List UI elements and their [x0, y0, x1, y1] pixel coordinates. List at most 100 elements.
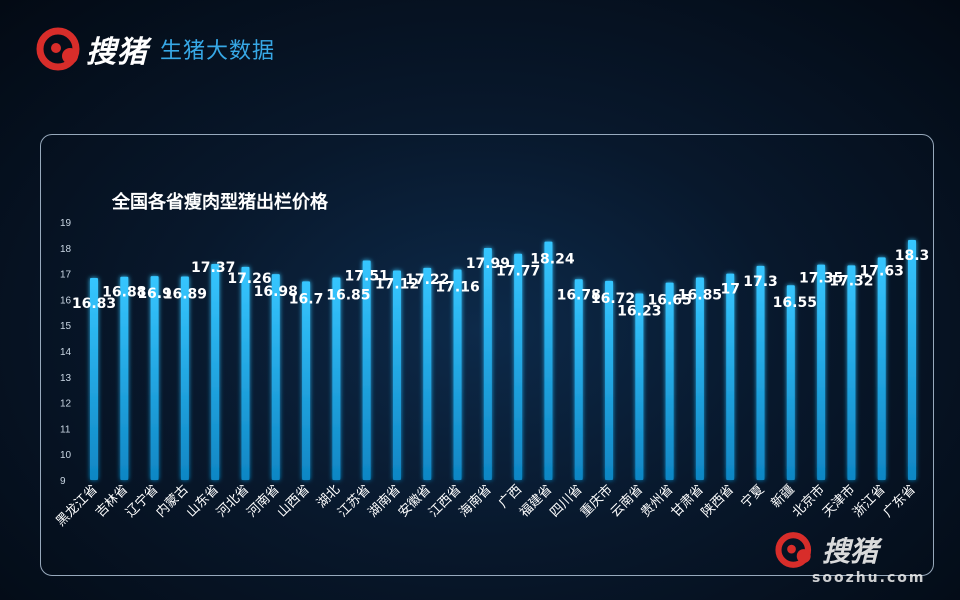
- data-label: 16.83: [72, 296, 116, 312]
- x-category-label: 福建省: [517, 482, 555, 520]
- data-label: 17.51: [345, 268, 389, 284]
- chart-panel: [40, 134, 934, 576]
- data-label: 16.55: [773, 295, 817, 311]
- chart-title: 全国各省瘦肉型猪出栏价格: [112, 192, 328, 213]
- x-category-label: 四川省: [547, 482, 585, 520]
- watermark-url: soozhu.com: [812, 570, 926, 586]
- bar: [90, 277, 98, 480]
- bar: [120, 276, 129, 480]
- data-label: 17.12: [375, 277, 419, 293]
- watermark: 搜猪 soozhu.com: [772, 530, 942, 590]
- y-tick-label: 14: [60, 347, 72, 358]
- x-category-label: 北京市: [789, 482, 828, 521]
- bar: [302, 281, 311, 480]
- data-label: 17.35: [799, 271, 843, 287]
- x-category-label: 辽宁省: [123, 482, 162, 521]
- brand-subtitle: 生猪大数据: [160, 39, 276, 64]
- x-category-label: 天津市: [819, 482, 858, 521]
- data-label: 16.88: [102, 285, 146, 301]
- watermark-logo-icon: [775, 532, 812, 568]
- data-label: 16.23: [617, 303, 661, 319]
- bar: [605, 280, 614, 480]
- data-label: 16.7: [289, 291, 324, 307]
- y-tick-label: 12: [60, 399, 72, 410]
- x-category-label: 河北省: [214, 482, 252, 520]
- brand-logo-text: 搜猪: [86, 35, 148, 70]
- data-label: 17.3: [743, 274, 778, 290]
- x-category-label: 陕西省: [699, 482, 737, 520]
- data-label: 17.37: [191, 260, 235, 276]
- x-category-label: 吉林省: [93, 482, 131, 520]
- bar: [908, 240, 916, 480]
- x-category-label: 山东省: [184, 482, 222, 520]
- bar: [544, 241, 553, 480]
- bar: [483, 248, 492, 480]
- data-label: 16.89: [163, 286, 207, 302]
- data-label: 16.78: [557, 287, 601, 303]
- bar: [756, 265, 765, 480]
- data-label: 17.63: [860, 263, 904, 279]
- y-tick-label: 9: [60, 476, 66, 487]
- y-tick-label: 15: [60, 321, 72, 332]
- watermark-logo-text: 搜猪: [822, 535, 879, 568]
- y-tick-label: 18: [60, 244, 72, 255]
- data-label: 16.9: [137, 286, 172, 302]
- bar: [695, 277, 704, 480]
- y-tick-label: 13: [60, 373, 72, 384]
- data-label: 16.72: [591, 291, 635, 307]
- bar: [453, 269, 462, 480]
- x-category-label: 湖南省: [365, 482, 404, 521]
- data-label: 18.3: [895, 248, 930, 264]
- y-tick-label: 16: [60, 295, 72, 306]
- y-tick-label: 10: [60, 450, 72, 461]
- bar: [241, 266, 250, 480]
- bar: [847, 265, 856, 480]
- y-tick-label: 17: [60, 270, 72, 281]
- bar: [150, 276, 159, 480]
- x-category-label: 海南省: [456, 482, 495, 521]
- bar: [786, 285, 795, 480]
- bar: [362, 260, 371, 480]
- bar: [392, 270, 401, 480]
- brand-header: 搜猪 生猪大数据: [36, 26, 275, 72]
- soozhu-logo-icon: [36, 27, 80, 71]
- x-category-label: 甘肃省: [669, 482, 707, 520]
- bar: [726, 273, 735, 480]
- bar: [180, 276, 189, 480]
- bar: [817, 264, 826, 480]
- bar: [574, 279, 583, 480]
- data-label: 17.22: [405, 272, 449, 288]
- x-category-label: 江西省: [426, 482, 464, 520]
- data-label: 18.24: [530, 252, 575, 268]
- data-label: 17: [720, 282, 739, 298]
- bar: [514, 253, 523, 480]
- x-category-label: 宁夏: [738, 482, 768, 512]
- data-label: 17.99: [466, 256, 510, 272]
- data-label: 16.85: [678, 287, 722, 303]
- bar: [665, 282, 674, 480]
- bar: [211, 264, 220, 480]
- x-category-label: 山西省: [275, 482, 313, 520]
- data-label: 17.32: [829, 273, 873, 289]
- data-label: 16.65: [647, 293, 691, 309]
- data-label: 17.26: [227, 271, 271, 287]
- x-category-label: 广东省: [881, 482, 919, 520]
- data-label: 17.77: [496, 264, 540, 280]
- bar: [635, 293, 644, 480]
- x-category-label: 重庆市: [577, 482, 616, 521]
- bar: [423, 267, 432, 480]
- x-category-label: 贵州省: [638, 482, 676, 520]
- x-category-label: 云南省: [607, 482, 646, 521]
- data-label: 16.98: [254, 284, 298, 300]
- data-label: 16.85: [326, 287, 370, 303]
- x-category-label: 浙江省: [850, 482, 888, 520]
- bar: [332, 277, 341, 480]
- y-tick-label: 11: [60, 424, 71, 435]
- x-category-label: 内蒙古: [153, 482, 192, 521]
- x-category-label: 江苏省: [335, 482, 374, 521]
- bar: [877, 257, 886, 480]
- data-label: 17.16: [435, 279, 479, 295]
- x-category-label: 黑龙江省: [53, 482, 100, 529]
- bar: [271, 274, 280, 480]
